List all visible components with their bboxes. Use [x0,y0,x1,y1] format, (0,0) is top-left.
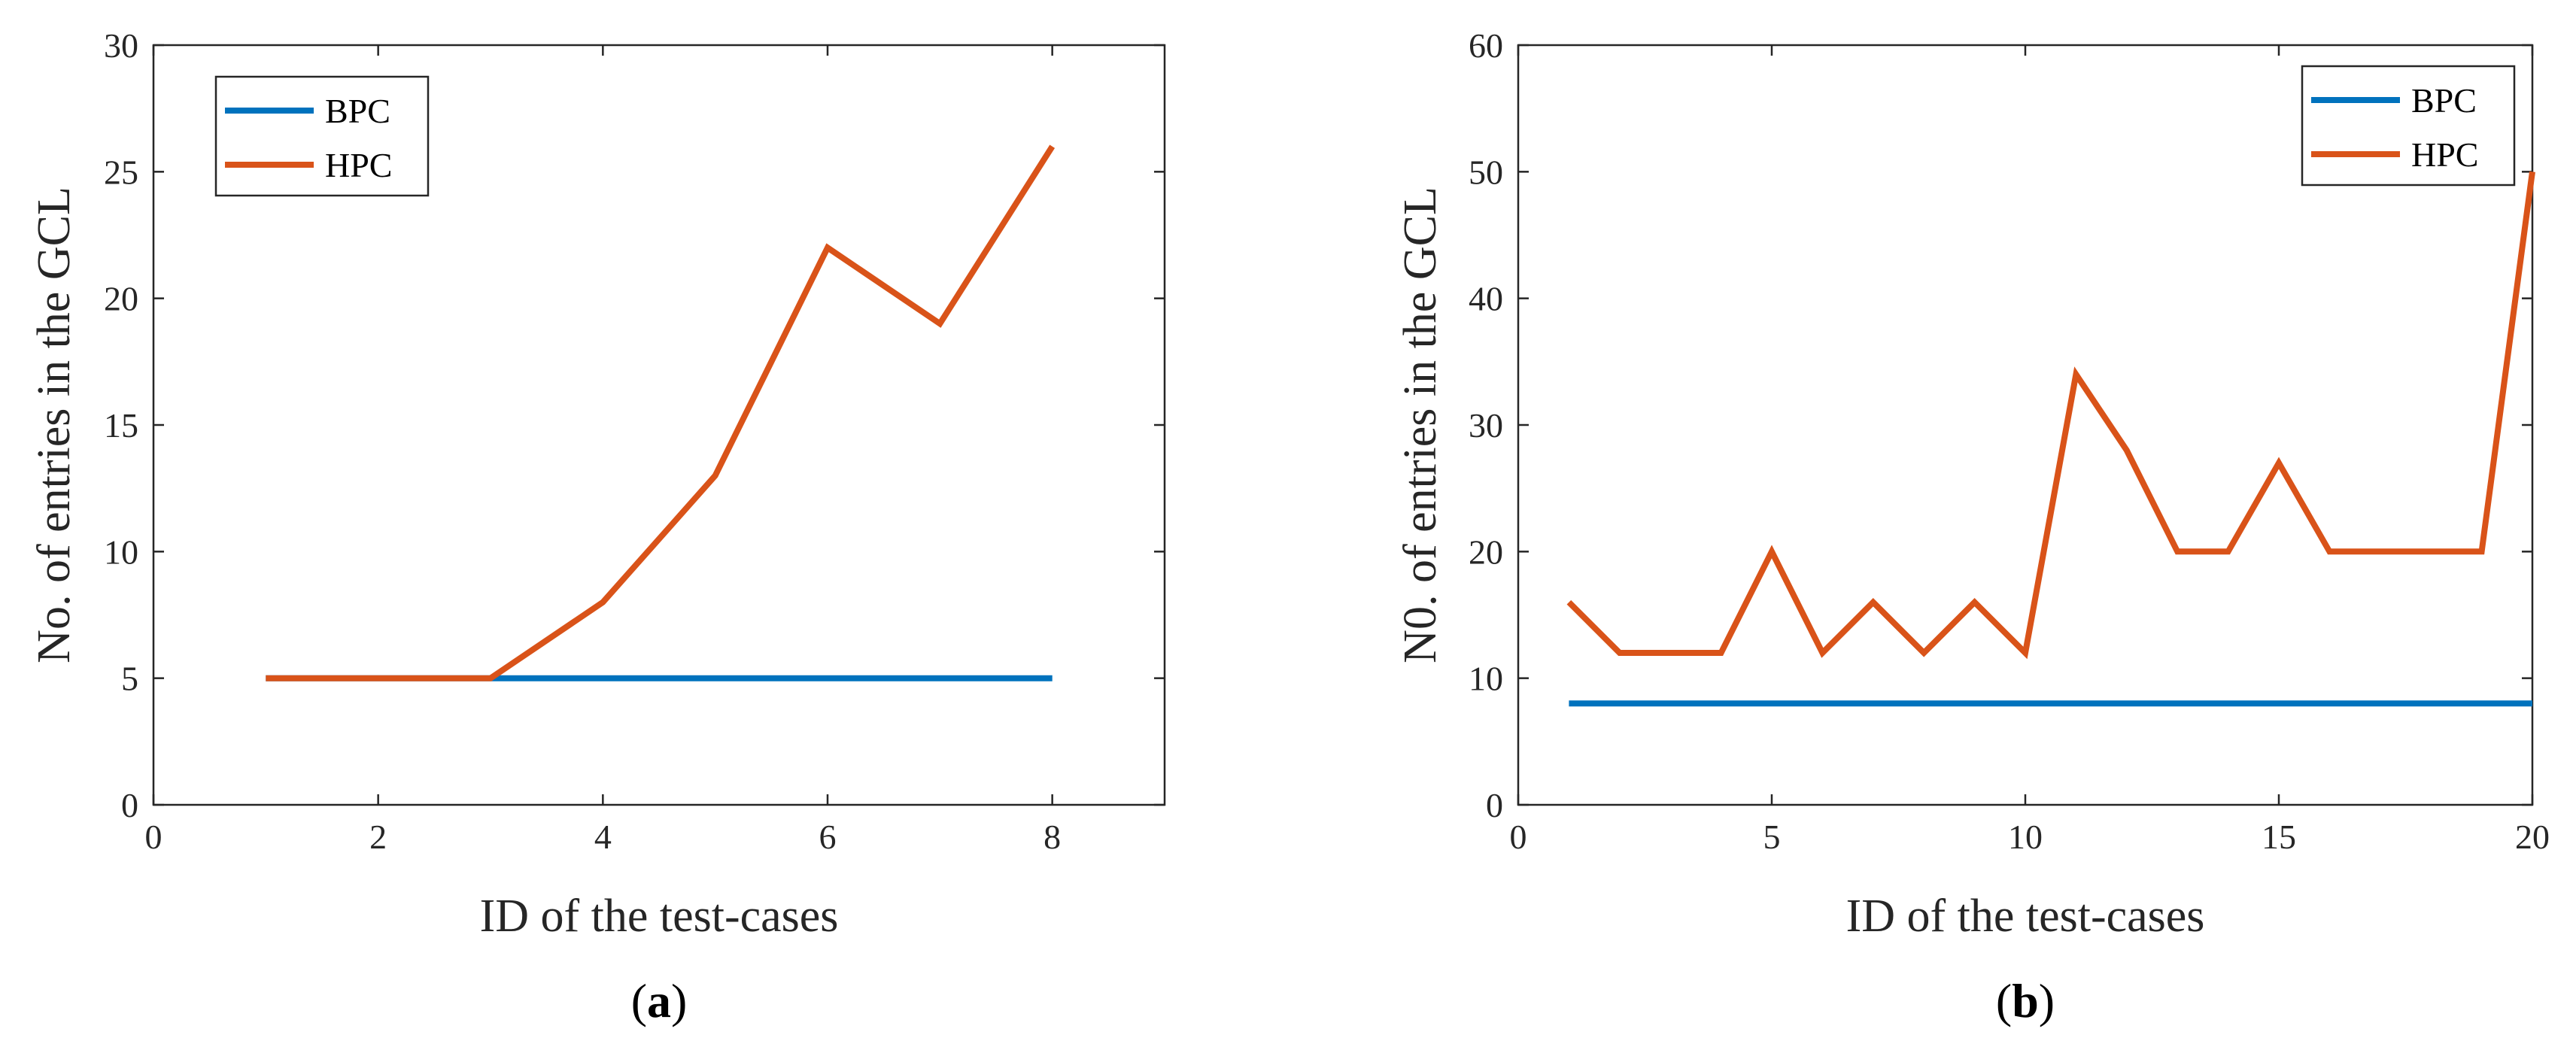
y-tick-label: 25 [104,153,138,191]
x-tick-label: 0 [145,818,163,856]
caption-letter: b [2012,974,2039,1027]
y-tick-label: 15 [104,406,138,445]
y-tick-label: 50 [1469,153,1503,191]
caption-open-paren: ( [631,974,647,1027]
chart-b: 0 5 10 15 20 0 10 20 30 40 50 60 ID of the test-case… [1395,26,2550,1027]
y-axis-label: N0. of entries in the GCL [1395,187,1446,663]
caption-close-paren: ) [671,974,687,1027]
legend-box [2301,65,2516,187]
x-tick-label: 4 [594,818,612,856]
chart-a: 0 2 4 6 8 0 5 10 15 20 25 30 ID of the test-cases No.… [29,26,1166,1027]
y-tick-label: 60 [1469,26,1503,65]
x-tick-label: 6 [819,818,837,856]
y-axis-label: No. of entries in the GCL [29,187,80,663]
y-tick-label: 10 [104,533,138,571]
panel-caption: (b) [1996,974,2055,1027]
caption-close-paren: ) [2039,974,2055,1027]
x-tick-label: 0 [1510,818,1527,856]
y-tick-label: 10 [1469,660,1503,698]
x-tick-label: 15 [2262,818,2296,856]
series-line-hpc [1566,171,2535,660]
legend-label-hpc: HPC [325,146,392,184]
y-tick-label: 20 [1469,533,1503,571]
x-axis-label: ID of the test-cases [1846,891,2205,942]
x-tick-label: 2 [369,818,387,856]
legend: BPC HPC [2301,65,2516,187]
y-tick-label: 20 [104,280,138,318]
legend: BPC HPC [214,75,430,197]
y-tick-label: 30 [104,26,138,65]
y-tick-label: 0 [121,786,138,824]
legend-label-hpc: HPC [2411,135,2478,174]
legend-label-bpc: BPC [2411,81,2477,120]
caption-open-paren: ( [1996,974,2012,1027]
caption-letter: a [647,974,671,1027]
legend-label-bpc: BPC [325,92,390,130]
x-axis-label: ID of the test-cases [480,891,839,942]
y-tick-label: 0 [1486,786,1503,824]
x-tick-label: 10 [2008,818,2043,856]
panel-caption: (a) [631,974,688,1027]
y-tick-label: 5 [121,660,138,698]
y-tick-label: 40 [1469,280,1503,318]
x-tick-label: 5 [1763,818,1781,856]
y-tick-label: 30 [1469,406,1503,445]
series-line-hpc [266,144,1056,681]
legend-box [214,75,430,197]
x-tick-label: 20 [2515,818,2550,856]
x-tick-label: 8 [1043,818,1061,856]
